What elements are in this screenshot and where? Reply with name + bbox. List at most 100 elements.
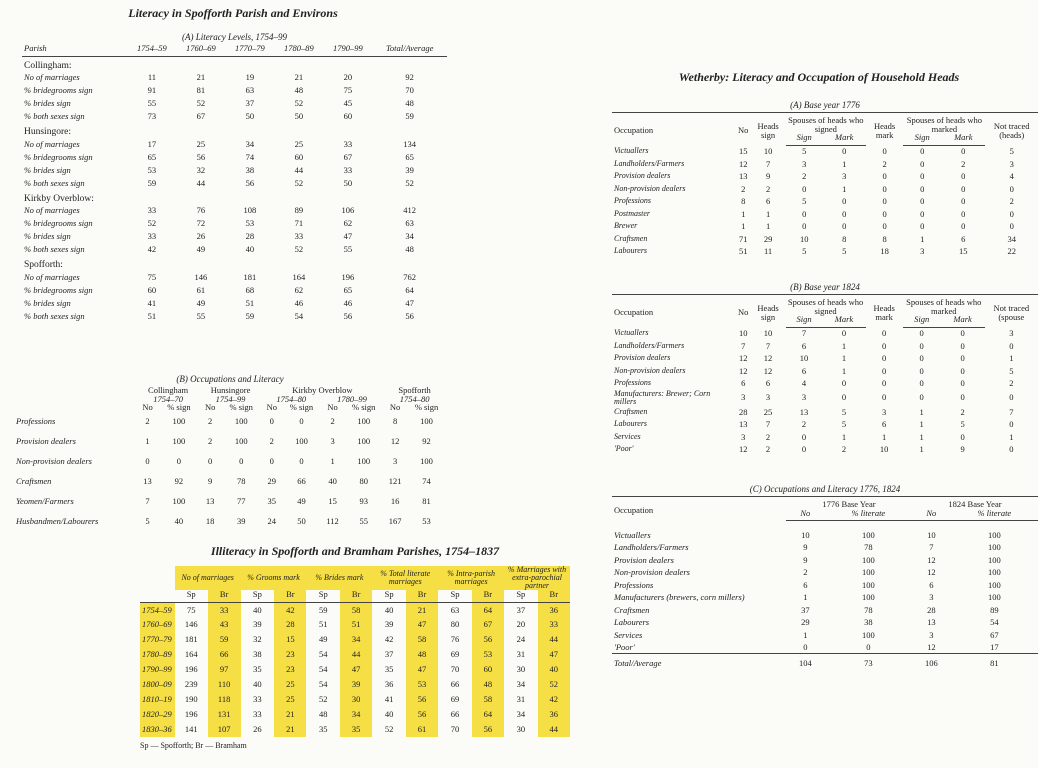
column-header: % Brides mark <box>306 566 373 590</box>
row-label: Professions <box>614 378 652 388</box>
cell: 13 <box>738 171 748 181</box>
cell: 15 <box>328 496 337 507</box>
data-row: % brides sign 55 52 37 52 45 48 <box>22 97 447 110</box>
cell: 3 <box>882 406 887 417</box>
cell: 37 <box>384 649 394 660</box>
data-row: No of marriages 11 21 19 21 20 92 <box>22 71 447 84</box>
cell: 0 <box>960 431 965 442</box>
cell: 34 <box>245 138 255 149</box>
cell: 51 <box>147 310 157 321</box>
data-row: Manufacturers (brewers, corn millers) 1 10… <box>612 591 1038 604</box>
cell: 65 <box>343 284 353 295</box>
cell: 35 <box>384 664 394 675</box>
row-label: Landholders/Farmers <box>614 340 685 350</box>
cell: 7 <box>741 340 746 351</box>
cell: 0 <box>882 196 887 206</box>
cell: 15 <box>738 146 748 156</box>
cell: 42 <box>274 602 307 617</box>
cell: 36 <box>384 679 394 690</box>
cell: 164 <box>184 649 198 660</box>
cell: 2 <box>269 436 274 447</box>
cell: 64 <box>405 284 414 295</box>
cell: 66 <box>450 679 460 690</box>
cell: 412 <box>403 205 417 216</box>
row-label: % brides sign <box>24 297 71 308</box>
cell: 53 <box>405 677 439 692</box>
cell: 3 <box>929 592 934 602</box>
cell: 26 <box>253 724 262 735</box>
subheader: Br <box>207 590 241 603</box>
cell: 64 <box>471 602 505 617</box>
cell: 26 <box>196 231 206 242</box>
period: 1780–89 <box>140 647 175 662</box>
cell: 196 <box>184 709 198 720</box>
cell: 11 <box>763 246 773 256</box>
cell: 2 <box>802 171 807 181</box>
cell: 0 <box>919 365 924 376</box>
cell: 100 <box>987 529 1001 540</box>
cell: 196 <box>184 664 198 675</box>
cell: 104 <box>786 653 825 672</box>
cell: 3 <box>929 629 934 640</box>
data-row: Landholders/Farmers 12 7 3 1 2 0 2 3 <box>612 158 1038 171</box>
cell: 1 <box>741 208 746 219</box>
cell: 21 <box>294 72 304 83</box>
period: 1754–70 <box>153 393 183 404</box>
cell: 56 <box>245 177 255 188</box>
cell: 10 <box>799 353 809 363</box>
row-label: Professions <box>614 196 652 206</box>
cell: 0 <box>961 171 966 181</box>
cell: 0 <box>919 353 924 363</box>
row-label: Landholders/Farmers <box>614 542 689 552</box>
cell: 0 <box>176 456 182 467</box>
cell: 60 <box>294 151 304 162</box>
cell: 0 <box>920 196 925 206</box>
cell: 67 <box>196 111 206 122</box>
period: 1820–29 <box>140 707 175 722</box>
cell: 0 <box>841 392 847 403</box>
cell: 42 <box>537 692 570 707</box>
blank <box>14 386 137 395</box>
cell: 0 <box>919 378 924 388</box>
cell: 106 <box>911 653 951 672</box>
wetherby-title-box: Wetherby: Literacy and Occupation of Hou… <box>600 70 1038 85</box>
period: 1770–79 <box>140 632 175 647</box>
data-row: Postmaster 1 1 0 0 0 0 0 0 <box>612 208 1038 221</box>
header-row: No of marriages% Grooms mark% Brides mar… <box>140 566 570 590</box>
cell: 3 <box>801 392 807 403</box>
cell: 64 <box>471 707 505 722</box>
row-label: No of marriages <box>24 138 80 149</box>
cell: 34 <box>405 231 414 242</box>
cell: 8 <box>741 196 746 206</box>
row-label: % bridegrooms sign <box>24 218 93 229</box>
cell: 59 <box>147 177 157 188</box>
cell: 181 <box>243 271 257 282</box>
cell: 0 <box>299 416 304 427</box>
period: 1760–69 <box>140 617 175 632</box>
cell: 0 <box>960 340 965 351</box>
cell: 0 <box>882 340 887 351</box>
cell: 34 <box>516 709 526 720</box>
cell: 0 <box>269 416 274 427</box>
cell: 1 <box>919 431 924 442</box>
header-row: Occupation No Heads sign Spouses of heads w… <box>612 112 1038 145</box>
cell: 61 <box>405 722 439 737</box>
data-row: 1780–89 164 66 38 23 54 44 37 48 69 53 31 47 <box>140 647 570 662</box>
cell: 28 <box>738 406 748 417</box>
cell: 56 <box>405 310 414 321</box>
blank <box>140 590 175 603</box>
cell: 81 <box>422 496 431 507</box>
column-header: % Grooms mark <box>240 566 307 590</box>
cell: 15 <box>959 246 968 256</box>
period: 1780–99 <box>337 393 367 404</box>
cell: 17 <box>990 641 999 652</box>
cell: 2 <box>330 416 335 427</box>
cell: 19 <box>245 72 255 83</box>
cell: 54 <box>318 664 328 675</box>
data-row: Non-provision dealers 2 2 0 1 0 0 0 0 <box>612 183 1038 196</box>
cell: 38 <box>864 617 873 627</box>
cell: 0 <box>866 641 871 652</box>
cell: 100 <box>987 542 1001 552</box>
cell: 23 <box>274 647 307 662</box>
cell: 30 <box>516 664 526 675</box>
